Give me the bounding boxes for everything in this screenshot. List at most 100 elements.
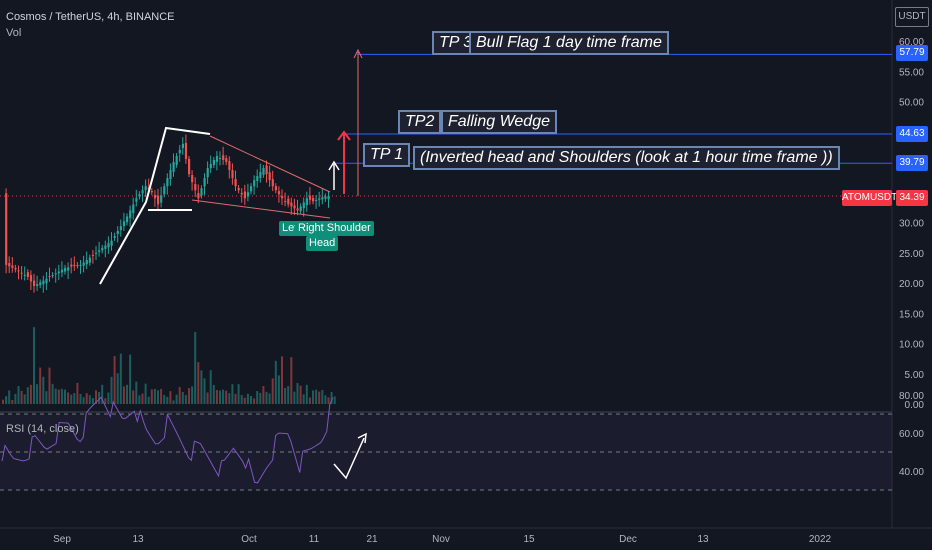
volume-bar — [135, 381, 138, 404]
volume-bar — [178, 387, 181, 404]
candle-body — [327, 195, 330, 200]
volume-bar — [101, 384, 104, 404]
candle-body — [8, 263, 11, 267]
volume-bar — [91, 398, 94, 404]
volume-bar — [163, 394, 166, 404]
right-shoulder-tag[interactable]: Right Shoulder — [295, 221, 374, 236]
candle-body — [197, 192, 200, 199]
volume-bar — [33, 327, 35, 404]
candle-body — [194, 183, 197, 191]
candle-body — [70, 264, 73, 267]
volume-bar — [212, 384, 215, 404]
candle-body — [265, 165, 268, 175]
volume-bar — [104, 398, 107, 404]
volume-bar — [268, 393, 271, 404]
price-tick-label: 5.00 — [905, 370, 925, 381]
currency-tag[interactable]: USDT — [895, 7, 929, 27]
candle-body — [212, 159, 215, 165]
volume-bar — [107, 392, 110, 404]
tp2-arrow-head — [337, 130, 351, 141]
volume-bar — [39, 367, 42, 404]
candle-body — [144, 186, 147, 191]
volume-bar — [184, 395, 187, 404]
rsi-label: RSI (14, close) — [6, 423, 79, 435]
candle-body — [262, 168, 265, 175]
volume-bar — [240, 395, 243, 404]
candle-body — [169, 170, 172, 180]
candle-body — [129, 210, 132, 219]
head-tag[interactable]: Head — [306, 236, 339, 251]
left-shoulder-tag[interactable]: Lef — [279, 221, 301, 236]
candle-body — [281, 196, 284, 199]
candle-body — [318, 198, 321, 200]
volume-bar — [262, 386, 265, 404]
symbol-title: Cosmos / TetherUS, 4h, BINANCE — [6, 11, 175, 23]
candle-body — [54, 273, 57, 275]
candle-body — [57, 271, 60, 274]
rsi-tick-label: 80.00 — [899, 391, 924, 402]
volume-bar — [60, 388, 63, 404]
price-tick-label: 50.00 — [899, 98, 924, 109]
volume-bar — [42, 376, 45, 404]
volume-bar — [305, 384, 308, 404]
time-tick-label: 13 — [697, 534, 709, 545]
volume-bar — [29, 384, 32, 404]
candle-body — [166, 178, 169, 187]
candle-body — [188, 158, 191, 175]
candle-body — [203, 178, 206, 187]
tp1-box[interactable]: TP 1 — [363, 143, 411, 167]
bull-flag-box[interactable]: Bull Flag 1 day time frame — [469, 31, 669, 55]
candle-body — [200, 188, 203, 196]
volume-bar — [26, 387, 29, 404]
candle-body — [209, 164, 212, 169]
volume-bar — [209, 370, 212, 404]
candle-body — [296, 208, 299, 211]
inverted-hs-box[interactable]: (Inverted head and Shoulders (look at 1 … — [413, 146, 840, 170]
candle-body — [36, 284, 39, 287]
candle-body — [305, 198, 308, 206]
last-price-tag: 34.39 — [896, 190, 928, 206]
time-tick-label: 21 — [366, 534, 378, 545]
time-tick-label: Dec — [619, 534, 637, 545]
candle-body — [240, 192, 243, 195]
candle-body — [178, 149, 181, 154]
candle-body — [79, 264, 82, 266]
tp2-box[interactable]: TP2 — [398, 110, 442, 134]
candle-body — [253, 180, 256, 187]
candle-body — [64, 267, 67, 272]
candle-body — [91, 254, 95, 256]
volume-bar — [188, 388, 190, 404]
bull-flag-pole — [99, 126, 211, 285]
volume-bar — [116, 373, 119, 404]
volume-bar — [79, 394, 82, 404]
price-tick-label: 60.00 — [899, 37, 924, 48]
wedge-upper-line — [209, 135, 331, 193]
volume-bar — [293, 391, 296, 404]
price-tick-label: 15.00 — [899, 309, 924, 320]
price-tick-label: 20.00 — [899, 279, 924, 290]
volume-bar — [166, 396, 169, 404]
volume-bars — [2, 327, 336, 404]
candle-body — [181, 143, 184, 149]
rsi-band — [0, 414, 892, 490]
candle-body — [228, 161, 231, 171]
candle-body — [113, 235, 116, 238]
candle-body — [39, 282, 42, 286]
candle-body — [17, 270, 20, 272]
volume-bar — [113, 356, 116, 404]
candle-body — [5, 193, 8, 265]
candle-body — [98, 250, 101, 252]
volume-bar — [51, 383, 54, 404]
candle-body — [157, 195, 160, 205]
volume-bar — [153, 388, 156, 404]
volume-bar — [82, 397, 85, 404]
volume-bar — [330, 392, 333, 404]
volume-bar — [299, 385, 302, 404]
candle-body — [243, 191, 246, 199]
time-tick-label: Oct — [241, 534, 257, 545]
candle-body — [76, 265, 79, 267]
falling-wedge-box[interactable]: Falling Wedge — [441, 110, 557, 134]
volume-bar — [234, 393, 237, 404]
candle-body — [95, 252, 98, 254]
